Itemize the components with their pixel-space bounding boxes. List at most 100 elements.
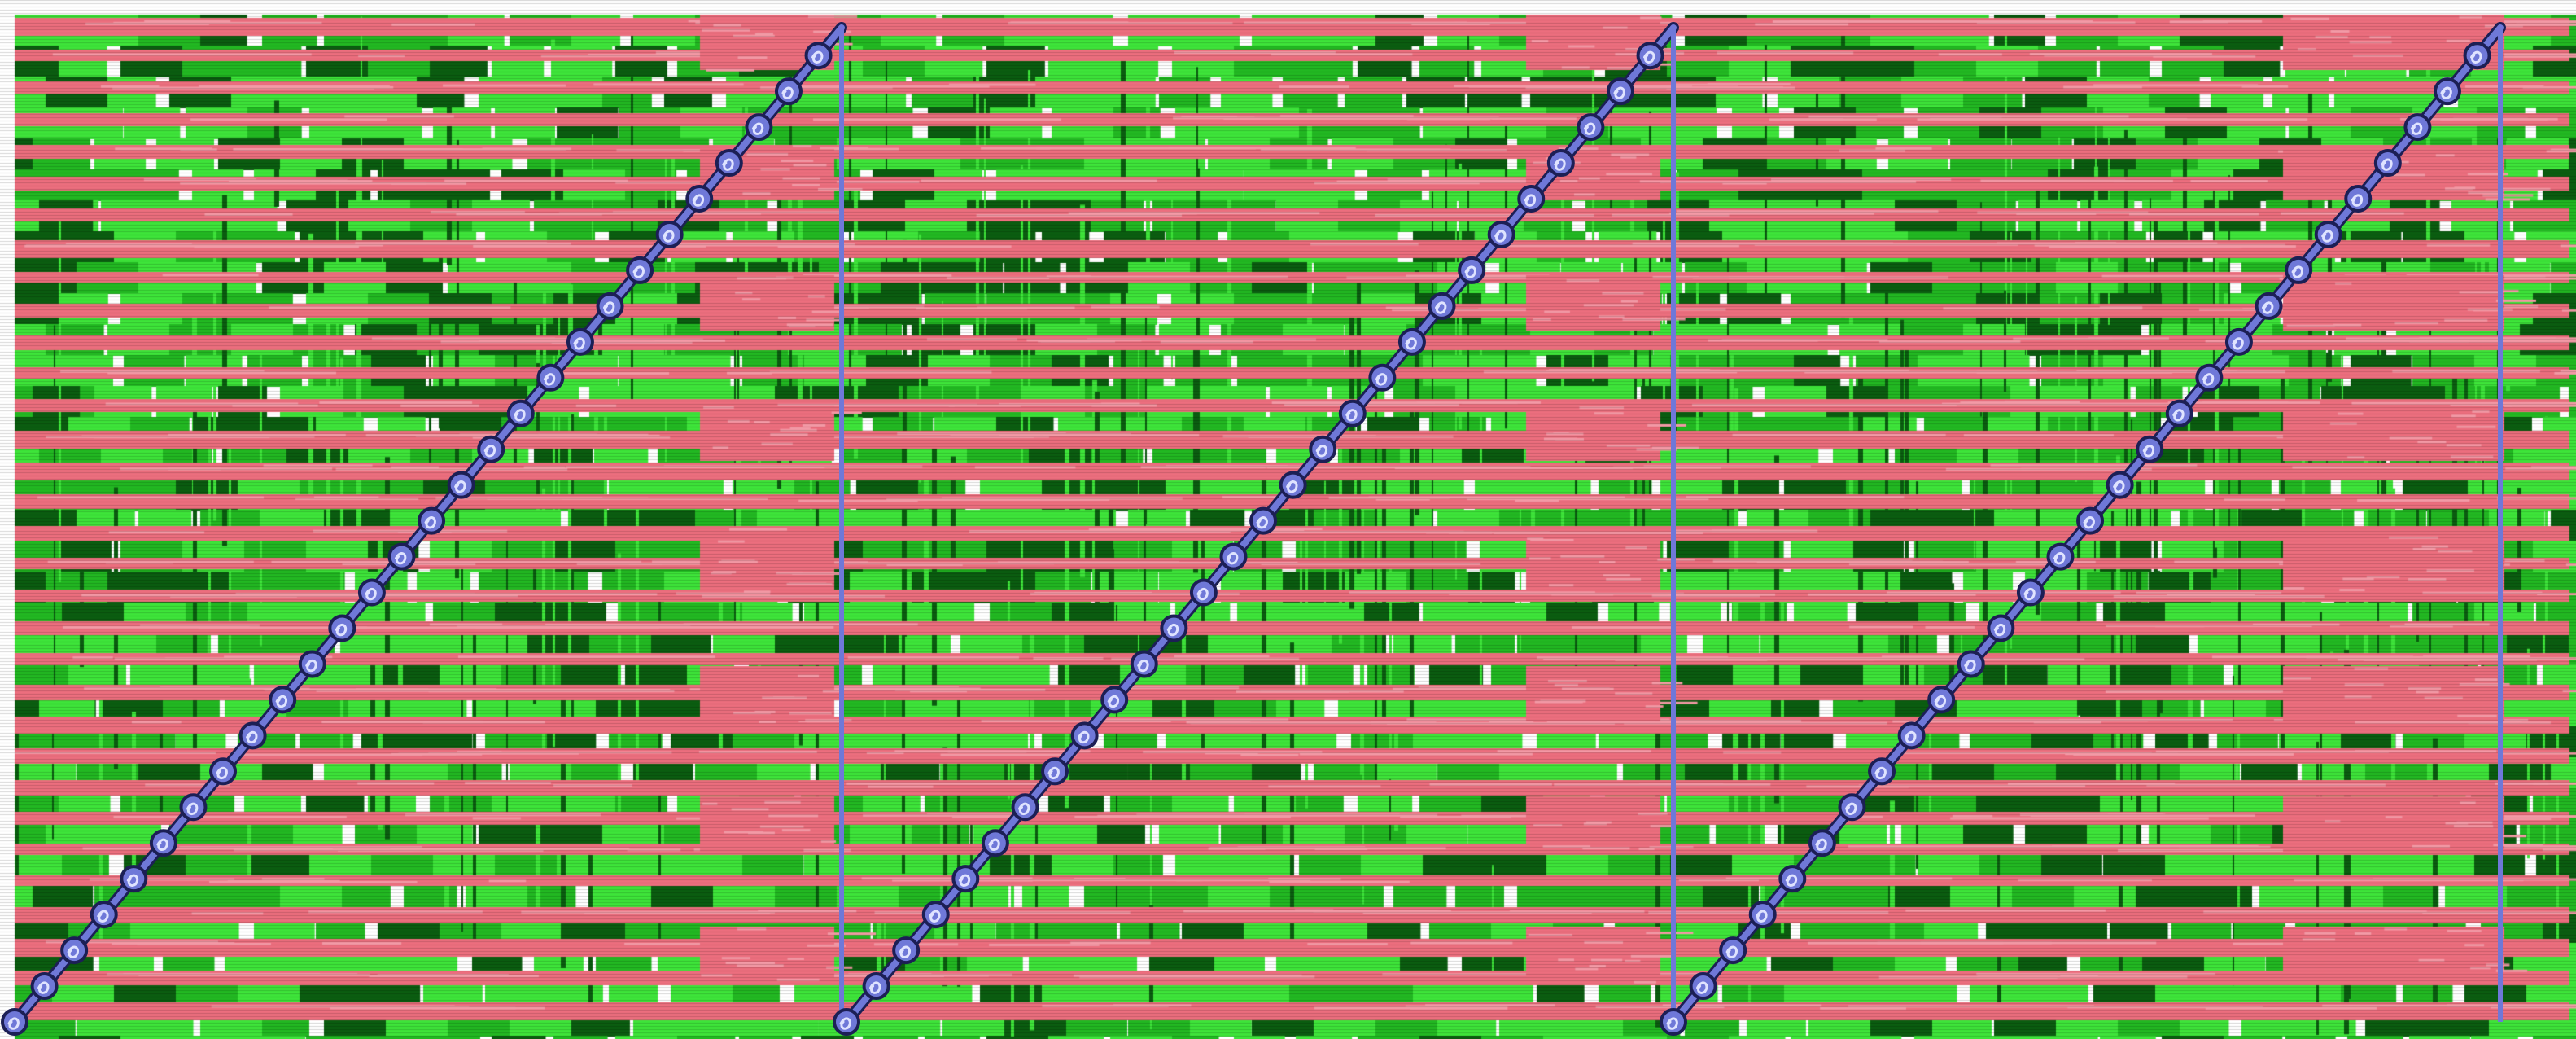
spiral-node-icon (2463, 42, 2491, 70)
spiral-icon-stroke (958, 874, 971, 887)
spiral-node-icon (418, 506, 446, 535)
spiral-node-icon (1748, 901, 1777, 929)
spiral-icon-stroke (1964, 659, 1976, 673)
spiral-icon-stroke (839, 1017, 851, 1030)
spiral-node-icon (1838, 793, 1866, 822)
spiral-icon-stroke (1785, 874, 1798, 887)
spiral-node-icon (1041, 757, 1069, 786)
spiral-node-icon (1309, 435, 1337, 463)
spiral-icon-stroke (216, 766, 228, 780)
spiral-icon-stroke (97, 910, 109, 923)
spiral-node-icon (892, 936, 921, 965)
spiral-node-icon (2373, 149, 2402, 178)
spiral-icon-stroke (1494, 230, 1507, 243)
spiral-icon-stroke (1375, 373, 1388, 386)
spiral-node-icon (2195, 363, 2224, 392)
spiral-icon-stroke (2232, 337, 2244, 350)
spiral-node-icon (1927, 686, 1956, 714)
spiral-icon-stroke (692, 194, 705, 207)
spiral-node-icon (596, 292, 624, 320)
spiral-icon-stroke (1756, 910, 1768, 923)
spiral-node-icon (1249, 506, 1278, 535)
spiral-node-icon (2136, 435, 2164, 463)
spiral-node-icon (862, 972, 890, 1001)
spiral-node-icon (1957, 650, 1985, 678)
spiral-icon-stroke (1524, 194, 1537, 207)
spiral-icon-stroke (1696, 981, 1708, 994)
spiral-node-icon (90, 901, 118, 929)
spiral-node-icon (1279, 471, 1307, 499)
spiral-icon-stroke (2023, 587, 2036, 601)
spiral-node-icon (715, 149, 743, 178)
spiral-icon-stroke (394, 552, 407, 565)
spiral-node-icon (1130, 650, 1158, 678)
spiral-icon-stroke (1934, 695, 1947, 708)
spiral-icon-stroke (2113, 480, 2125, 493)
spiral-node-icon (1546, 149, 1575, 178)
spiral-node-icon (238, 721, 267, 750)
spiral-icon-stroke (514, 409, 526, 422)
spiral-icon-stroke (2291, 265, 2303, 278)
spiral-icon-stroke (2262, 301, 2274, 314)
spiral-icon-stroke (722, 158, 734, 171)
spiral-icon-stroke (2053, 552, 2066, 565)
spiral-icon-stroke (37, 981, 50, 994)
spiral-icon-stroke (663, 230, 675, 243)
spiral-icon-stroke (424, 516, 436, 529)
sawtooth-trace (833, 22, 1679, 1036)
spiral-icon-stroke (2351, 194, 2364, 207)
spiral-node-icon (2403, 113, 2432, 142)
spiral-node-icon (269, 686, 297, 714)
spiral-node-icon (60, 936, 89, 965)
spiral-node-icon (120, 865, 148, 893)
spiral-node-icon (1219, 542, 1248, 571)
spiral-node-icon (1987, 614, 2015, 642)
spiral-node-icon (921, 901, 950, 929)
spiral-node-icon (2106, 471, 2134, 499)
spiral-icon-stroke (1613, 86, 1625, 99)
spiral-node-icon (981, 829, 1009, 857)
spiral-node-icon (1517, 185, 1546, 213)
spiral-icon-stroke (811, 50, 824, 64)
spiral-node-icon (298, 650, 326, 678)
spiral-icon-stroke (275, 695, 288, 708)
spiral-icon-stroke (156, 838, 168, 852)
spiral-icon-stroke (1643, 50, 1655, 64)
spiral-node-icon (1868, 757, 1896, 786)
spiral-icon-stroke (899, 945, 912, 958)
spiral-node-icon (951, 865, 980, 893)
spiral-icon-stroke (246, 730, 258, 744)
spiral-icon-stroke (1666, 1017, 1678, 1030)
spiral-node-icon (149, 829, 177, 857)
spiral-node-icon (2344, 185, 2373, 213)
spiral-icon-stroke (1315, 445, 1328, 458)
spiral-icon-stroke (988, 838, 1000, 852)
spiral-node-icon (1189, 578, 1218, 607)
spiral-node-icon (2076, 506, 2105, 535)
spiral-icon-stroke (1815, 838, 1827, 852)
spiral-node-icon (833, 1008, 860, 1036)
spiral-icon-stroke (7, 1017, 20, 1030)
spiral-node-icon (655, 220, 684, 248)
spiral-node-icon (1397, 327, 1426, 356)
spiral-icon-stroke (1078, 730, 1090, 744)
spiral-icon-stroke (2410, 122, 2423, 135)
spiral-node-icon (506, 399, 535, 427)
spiral-icon-stroke (1993, 623, 2006, 637)
spiral-icon-stroke (1196, 587, 1209, 601)
spiral-node-icon (179, 793, 208, 822)
sawtooth-trace (1, 22, 847, 1036)
spiral-icon-stroke (573, 337, 585, 350)
spiral-node-icon (2314, 220, 2342, 248)
spiral-node-icon (1070, 721, 1099, 750)
spiral-node-icon (2255, 292, 2283, 320)
spiral-node-icon (1606, 77, 1634, 106)
spiral-icon-stroke (1554, 158, 1566, 171)
spiral-node-icon (1808, 829, 1836, 857)
spiral-icon-stroke (454, 480, 466, 493)
spiral-icon-stroke (1226, 552, 1239, 565)
spiral-icon-stroke (483, 445, 496, 458)
spiral-icon-stroke (1725, 945, 1738, 958)
spiral-icon-stroke (603, 301, 615, 314)
